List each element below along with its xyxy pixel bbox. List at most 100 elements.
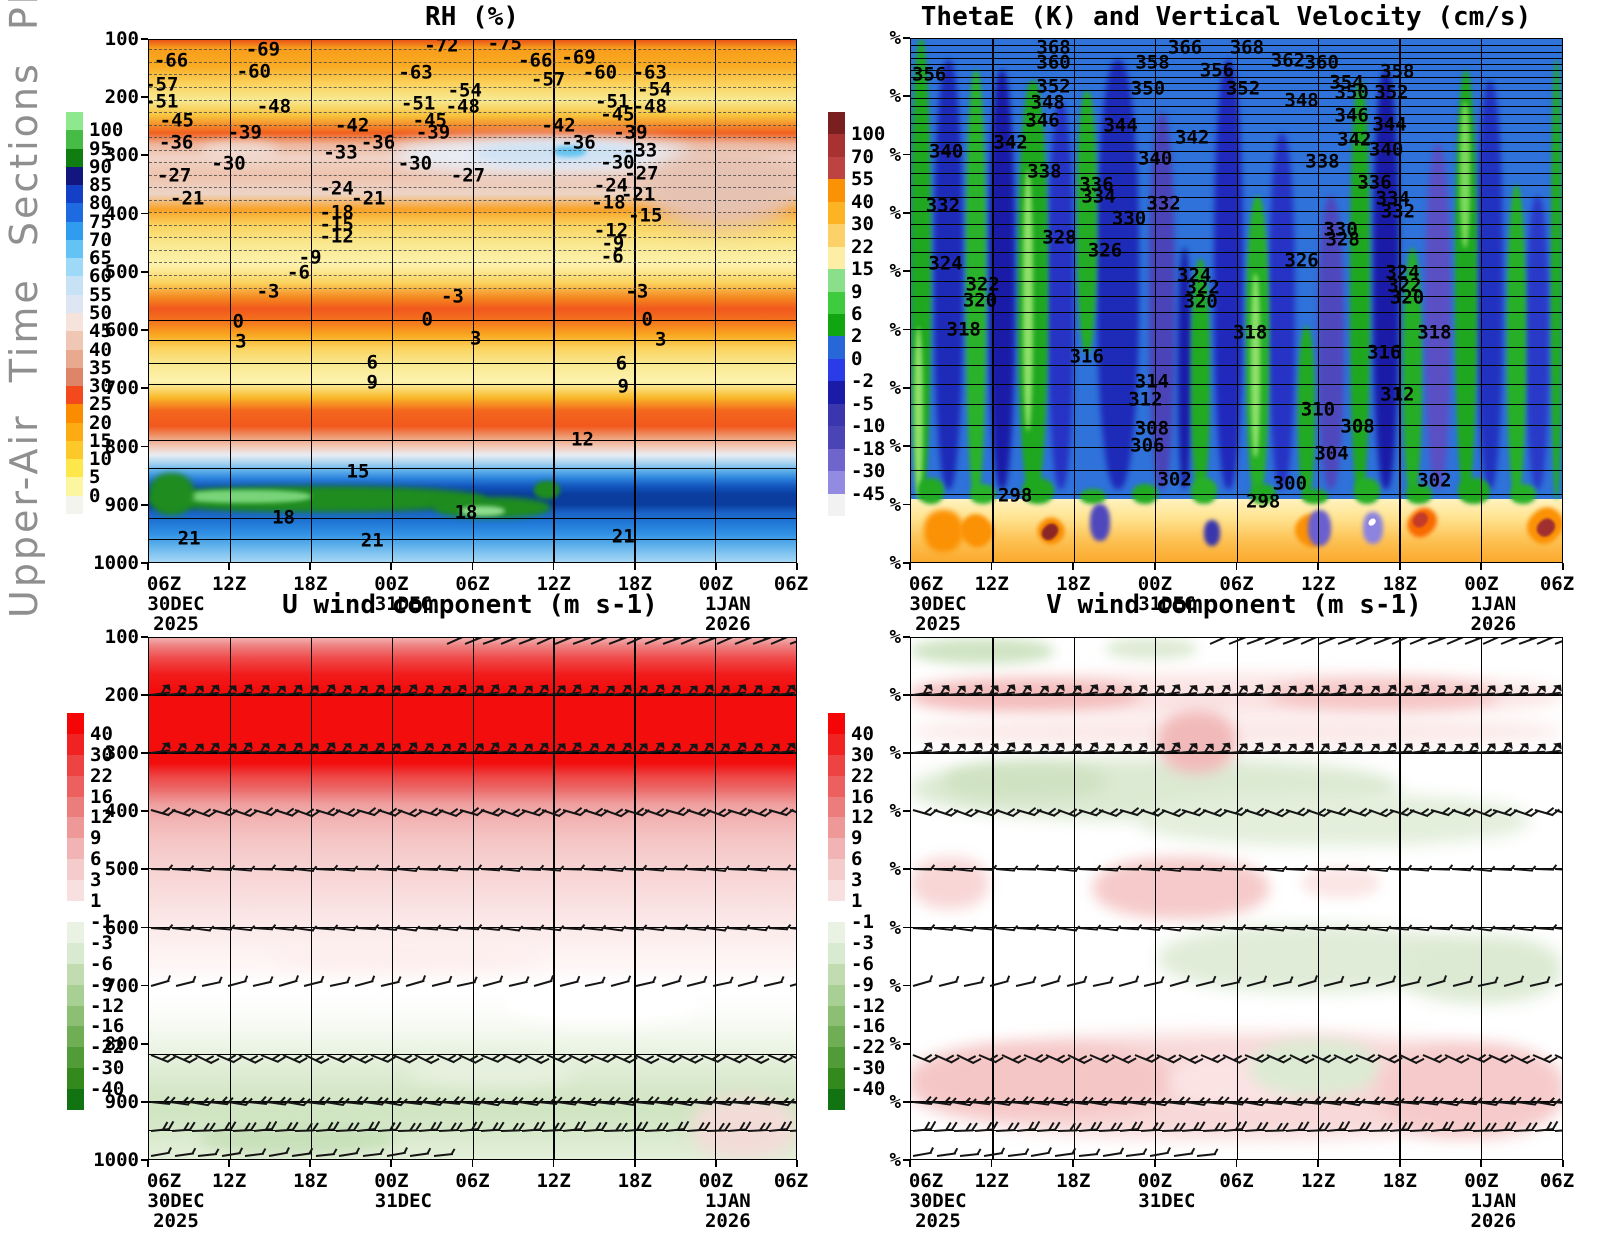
thetae-contour-line <box>911 97 1562 99</box>
colorbar-value: 12 <box>90 806 113 829</box>
colorbar-block <box>828 1047 845 1069</box>
colorbar-value: 70 <box>851 145 874 168</box>
percent-axis-label: % <box>889 202 901 224</box>
contour-label: 356 <box>912 63 947 86</box>
colorbar-value: -3 <box>851 931 874 954</box>
colorbar-block <box>67 796 84 818</box>
time-axis-label: 06Z <box>1219 1170 1254 1192</box>
thetae-contour-line <box>911 266 1562 268</box>
contour-label: -54 <box>447 79 482 102</box>
time-axis-tick <box>1072 563 1075 570</box>
y-axis-tick <box>141 387 148 390</box>
thetae-panel-title: ThetaE (K) and Vertical Velocity (cm/s) <box>920 2 1532 32</box>
grid-line-vertical <box>1317 39 1320 562</box>
time-axis-label: 06Z <box>146 1170 182 1192</box>
time-axis-tick <box>1235 1160 1238 1167</box>
grid-line-vertical <box>634 638 636 1159</box>
colorbar-block <box>67 1047 84 1069</box>
thetae-contour-line <box>911 237 1562 239</box>
time-axis-tick <box>147 1160 149 1167</box>
contour-label: 6 <box>615 352 628 375</box>
grid-line-vertical <box>472 638 474 1159</box>
contour-label: -15 <box>319 213 354 236</box>
contour-label: -45 <box>412 109 447 132</box>
contour-label: -3 <box>440 285 464 308</box>
time-axis-tick <box>990 563 993 570</box>
y-axis-tick <box>141 329 148 331</box>
time-axis-label: 12Z <box>211 573 247 595</box>
grid-line-vertical <box>391 40 393 562</box>
time-axis-tick <box>1317 1160 1319 1167</box>
time-axis-label: 06Z <box>1219 573 1254 595</box>
colorbar-value: 30 <box>90 743 113 766</box>
contour-label: 322 <box>1185 276 1220 299</box>
colorbar-value: 16 <box>851 785 874 808</box>
colorbar-value: 22 <box>90 764 113 787</box>
grid-line-vertical <box>1399 638 1401 1159</box>
pressure-axis-label: 400 <box>104 202 139 225</box>
contour-label: 322 <box>965 273 1000 296</box>
temperature-contour-dashed <box>149 149 796 151</box>
contour-label: 368 <box>1229 38 1265 59</box>
contour-label: 318 <box>946 318 981 341</box>
percent-axis-label: % <box>889 435 901 458</box>
colorbar-block <box>67 775 84 798</box>
contour-label: -6 <box>600 245 624 268</box>
temperature-contour-dashed <box>149 74 796 76</box>
contour-label: -57 <box>531 68 566 91</box>
contour-label: 332 <box>925 194 961 217</box>
time-axis-tick <box>228 563 230 570</box>
contour-label: 348 <box>1284 89 1319 112</box>
vertical-velocity-stripe <box>1373 70 1400 489</box>
colorbar-value: -1 <box>90 910 113 933</box>
time-axis-tick <box>909 1160 911 1167</box>
colorbar-value: -30 <box>851 1057 886 1080</box>
thetae-contour-line <box>911 281 1562 283</box>
time-axis-tick <box>1480 563 1483 570</box>
v-wind-plot <box>910 637 1563 1160</box>
y-axis-tick <box>141 868 148 871</box>
colorbar-block <box>66 349 83 369</box>
time-axis-label: 18Z <box>293 1170 328 1192</box>
contour-label: 302 <box>1417 469 1452 492</box>
contour-label: 352 <box>1036 75 1071 98</box>
contour-label: 336 <box>1357 171 1392 194</box>
vertical-velocity-stripe <box>1203 520 1221 547</box>
temperature-contour-dashed <box>149 288 796 290</box>
colorbar-block <box>66 440 83 460</box>
time-axis-tick <box>147 563 149 570</box>
time-axis-label: 00Z <box>698 573 734 595</box>
pressure-axis-label: 200 <box>104 684 139 707</box>
contour-label: 360 <box>1304 51 1339 74</box>
grid-line-vertical <box>553 40 555 562</box>
vertical-velocity-stripe <box>1021 478 1055 505</box>
time-axis-tick <box>228 1160 230 1167</box>
v-colorbar <box>828 713 845 1111</box>
colorbar-value: -22 <box>851 1036 886 1059</box>
time-axis-tick <box>633 1160 636 1167</box>
contour-label: -48 <box>632 95 667 118</box>
colorbar-value: 22 <box>851 235 874 258</box>
colorbar-value: 15 <box>851 258 874 281</box>
vertical-velocity-stripe <box>1308 509 1331 547</box>
contour-label: 298 <box>1246 490 1281 513</box>
contour-label: 340 <box>928 140 964 163</box>
barb-row-line <box>149 1129 796 1132</box>
colorbar-block <box>67 1089 84 1111</box>
y-axis-tick <box>903 270 910 273</box>
barb-row-line <box>149 1053 796 1055</box>
colorbar-value: 50 <box>89 302 112 324</box>
time-axis-label: 12Z <box>211 1170 247 1192</box>
colorbar-block <box>828 942 845 965</box>
colorbar-value: 3 <box>851 869 863 892</box>
y-axis-tick <box>903 503 910 506</box>
thetae-contour-line <box>911 141 1562 143</box>
colorbar-block <box>66 294 83 314</box>
rh-plot: -66-69-60-57-51-48-45-39-36-30-27-21-72-… <box>148 39 797 563</box>
grid-line-vertical <box>1073 638 1076 1159</box>
grid-line-vertical <box>391 638 393 1159</box>
vertical-velocity-stripe <box>1090 504 1110 542</box>
colorbar-value: 1 <box>90 890 102 913</box>
colorbar-block <box>67 984 84 1007</box>
time-axis-tick <box>1317 563 1319 570</box>
